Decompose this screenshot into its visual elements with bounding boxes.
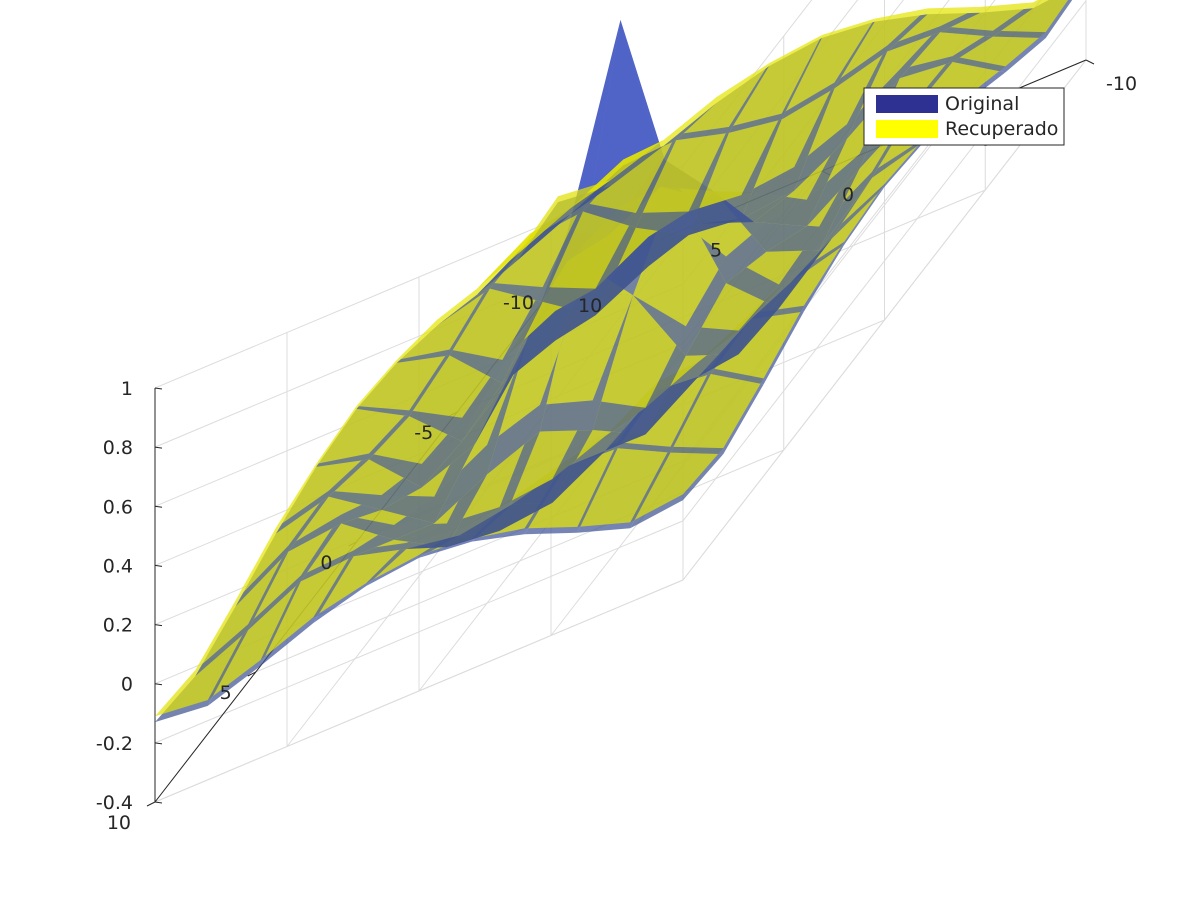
surface-patch-recuperado (635, 126, 729, 213)
surface-patch-recuperado (633, 216, 727, 327)
y-tick (247, 671, 256, 677)
surface-patch-original (288, 496, 382, 552)
surface-patch-original (353, 539, 447, 557)
surface-patch-recuperado (688, 113, 782, 212)
surface-patch-original (502, 301, 596, 384)
z-tick-label: 0 (121, 674, 133, 696)
x-tick-label: 5 (710, 240, 722, 262)
surface-patch-recuperado (794, 45, 888, 168)
surface-patch-original (595, 227, 689, 316)
grid-line (154, 520, 684, 744)
grid-line (154, 579, 684, 803)
legend-swatch-original (876, 95, 938, 113)
surface-patch-recuperado (313, 542, 407, 618)
z-tick (154, 683, 163, 686)
surface-patch-recuperado (831, 137, 925, 233)
legend-swatch-recuperado (876, 120, 938, 138)
surface-patch-recuperado (728, 34, 822, 127)
z-tick-label: 0.4 (103, 555, 133, 577)
surface-patch-recuperado (952, 30, 1046, 67)
z-tick (154, 446, 163, 449)
y-tick-label: -5 (414, 422, 433, 444)
surface-patch-original (887, 12, 981, 52)
surface-patch-original (753, 138, 847, 227)
x-tick-label: 0 (842, 184, 854, 206)
surface-patch-original (394, 474, 488, 548)
z-tick (154, 564, 163, 567)
surface-patch-recuperado (449, 282, 543, 360)
surface-patch-recuperado (396, 282, 490, 360)
surface-patch-recuperado (207, 575, 301, 700)
x-tick-label: -10 (1106, 73, 1137, 95)
surface-patch-recuperado (517, 179, 611, 255)
surface-patch-recuperado (356, 349, 450, 411)
surface-patch-recuperado (741, 82, 835, 196)
surface-patch-recuperado (288, 490, 382, 546)
surface-patch-original (552, 430, 646, 503)
y-tick-label: 0 (320, 552, 332, 574)
legend-label-recuperado: Recuperado (945, 118, 1058, 140)
surface-patch-recuperado (630, 446, 724, 523)
surface-patch-recuperado (195, 545, 289, 671)
surface-patch-original (819, 111, 913, 251)
z-tick-label: 0.8 (103, 437, 133, 459)
z-tick-label: 1 (121, 378, 133, 400)
surface-patch-recuperado (542, 202, 636, 289)
surface-patch-recuperado (577, 442, 671, 527)
surface-patch-recuperado (248, 514, 342, 625)
y-tick-label: 10 (107, 812, 131, 834)
surface-patch-recuperado (275, 453, 369, 528)
x-tick-label: 10 (578, 295, 602, 317)
surface-patch-recuperado (539, 290, 633, 405)
surface-patch-recuperado (887, 6, 981, 46)
surface-patch-recuperado (524, 442, 618, 529)
surface-patch-original (645, 354, 739, 435)
x-tick (1085, 59, 1095, 65)
legend: Original Recuperado (863, 87, 1065, 146)
surface-patch-recuperado (235, 490, 329, 601)
z-tick (154, 505, 163, 508)
surface-patch-original (834, 14, 928, 89)
surface-patch-original (831, 140, 925, 239)
y-tick (146, 801, 156, 807)
surface-patch-recuperado (781, 18, 875, 114)
surface-patch-recuperado (940, 2, 1034, 31)
z-tick-label: -0.2 (96, 733, 133, 755)
surface-patch-original (713, 191, 807, 252)
z-tick-label: 0.2 (103, 615, 133, 637)
surface-patch-original (778, 177, 872, 309)
surface-patch-recuperado (676, 63, 770, 135)
surface-patch-recuperado (670, 368, 764, 449)
grid-line (255, 449, 784, 673)
surface-patch-original (275, 459, 369, 534)
y-tick-label: -10 (503, 292, 534, 314)
z-tick (154, 624, 163, 627)
surface-patch-original (766, 168, 860, 252)
z-tick (154, 387, 163, 390)
surface-patch-recuperado (899, 26, 993, 70)
z-tick-label: 0.6 (103, 496, 133, 518)
surface-layer (155, 0, 1073, 723)
surface-patch-recuperado (992, 0, 1069, 33)
surface-patch-original (366, 535, 460, 587)
y-tick-label: 5 (220, 682, 232, 704)
surface-patch-recuperado (316, 405, 410, 464)
surface-patch-original (701, 190, 795, 224)
surface-patch-recuperado (260, 550, 354, 661)
z-tick-label: -0.4 (96, 792, 133, 814)
z-tick (154, 801, 163, 804)
surface-patch-recuperado (710, 305, 804, 379)
z-tick (154, 742, 163, 745)
legend-label-original: Original (945, 93, 1019, 115)
surface-patch-recuperado (834, 8, 928, 83)
